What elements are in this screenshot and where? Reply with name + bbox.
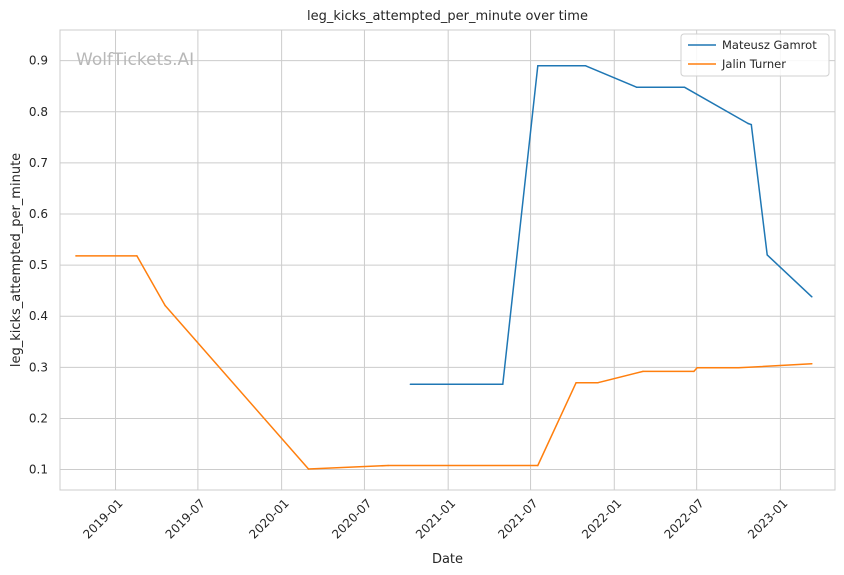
data-point — [766, 254, 768, 256]
legend-label-mateusz-gamrot: Mateusz Gamrot — [722, 38, 817, 52]
grid-lines — [60, 30, 835, 490]
y-tick-label: 0.7 — [29, 156, 48, 170]
data-point — [136, 255, 138, 257]
data-point — [811, 296, 813, 298]
series-line-mateusz-gamrot — [410, 65, 813, 385]
data-point — [635, 86, 638, 88]
data-point — [537, 464, 539, 467]
data-point — [693, 370, 695, 373]
y-tick-label: 0.5 — [29, 258, 48, 272]
data-point — [537, 65, 539, 67]
x-axis-title: Date — [432, 552, 463, 567]
y-tick-label: 0.8 — [29, 105, 48, 119]
data-point — [307, 468, 310, 470]
y-tick-label: 0.4 — [29, 309, 48, 323]
legend: Mateusz Gamrot Jalin Turner — [680, 33, 830, 77]
data-point — [811, 363, 813, 365]
legend-box — [680, 33, 830, 77]
data-point — [575, 381, 577, 384]
data-point — [747, 122, 749, 125]
y-tick-label: 0.6 — [29, 207, 48, 221]
data-point — [387, 464, 389, 467]
y-tick-label: 0.2 — [29, 411, 48, 425]
data-point — [75, 255, 77, 257]
series-lines — [75, 65, 813, 470]
data-point — [750, 123, 753, 126]
y-axis-title: leg_kicks_attempted_per_minute — [9, 153, 24, 367]
legend-label-jalin-turner: Jalin Turner — [721, 57, 786, 71]
data-point — [584, 65, 587, 67]
y-tick-label: 0.9 — [29, 54, 48, 68]
chart-title: leg_kicks_attempted_per_minute over time — [307, 9, 588, 24]
data-point — [164, 304, 166, 307]
data-point — [409, 383, 412, 385]
y-tick-label: 0.1 — [29, 463, 48, 477]
data-point — [737, 367, 740, 369]
data-point — [502, 383, 504, 385]
plot-frame — [59, 29, 836, 491]
watermark-text: WolfTickets.AI — [76, 50, 194, 70]
data-point — [642, 370, 644, 373]
data-point — [683, 86, 686, 88]
y-axis-ticks: 0.1 0.2 0.3 0.4 0.5 0.6 0.7 0.8 0.9 — [29, 54, 48, 477]
data-point — [597, 381, 599, 384]
data-point — [696, 367, 698, 369]
y-tick-label: 0.3 — [29, 360, 48, 374]
